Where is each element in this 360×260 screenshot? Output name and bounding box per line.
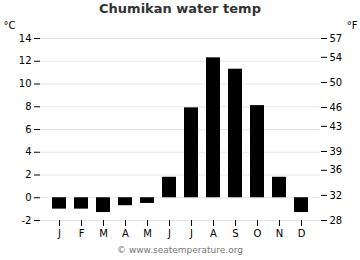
svg-text:10: 10 <box>19 78 32 89</box>
svg-text:D: D <box>298 228 306 239</box>
html-text:© www.seatemperature.org: © www.seatemperature.org <box>117 245 243 255</box>
svg-text:J: J <box>167 228 171 239</box>
svg-text:M: M <box>143 228 152 239</box>
svg-text:32: 32 <box>330 190 343 201</box>
svg-text:N: N <box>276 228 283 239</box>
svg-text:°C: °C <box>4 20 16 31</box>
html-text:Chumikan water temp: Chumikan water temp <box>99 1 261 16</box>
svg-text:36: 36 <box>330 164 343 175</box>
svg-text:J: J <box>189 228 193 239</box>
svg-text:57: 57 <box>330 33 343 44</box>
svg-text:M: M <box>99 228 108 239</box>
svg-text:J: J <box>57 228 61 239</box>
svg-text:43: 43 <box>330 121 343 132</box>
svg-text:O: O <box>254 228 262 239</box>
svg-text:46: 46 <box>330 102 343 113</box>
svg-text:54: 54 <box>330 52 343 63</box>
svg-text:28: 28 <box>330 215 343 226</box>
svg-text:50: 50 <box>330 77 343 88</box>
svg-text:S: S <box>232 228 238 239</box>
svg-text:14: 14 <box>19 33 32 44</box>
svg-text:°F: °F <box>347 20 358 31</box>
svg-text:4: 4 <box>25 146 31 157</box>
svg-text:A: A <box>122 228 129 239</box>
svg-text:12: 12 <box>19 55 32 66</box>
svg-text:A: A <box>210 228 217 239</box>
svg-text:2: 2 <box>25 169 31 180</box>
svg-text:0: 0 <box>25 192 31 203</box>
svg-text:6: 6 <box>25 124 31 135</box>
svg-text:39: 39 <box>330 146 343 157</box>
svg-text:8: 8 <box>25 101 31 112</box>
svg-text:F: F <box>79 228 85 239</box>
svg-text:-2: -2 <box>22 215 32 226</box>
